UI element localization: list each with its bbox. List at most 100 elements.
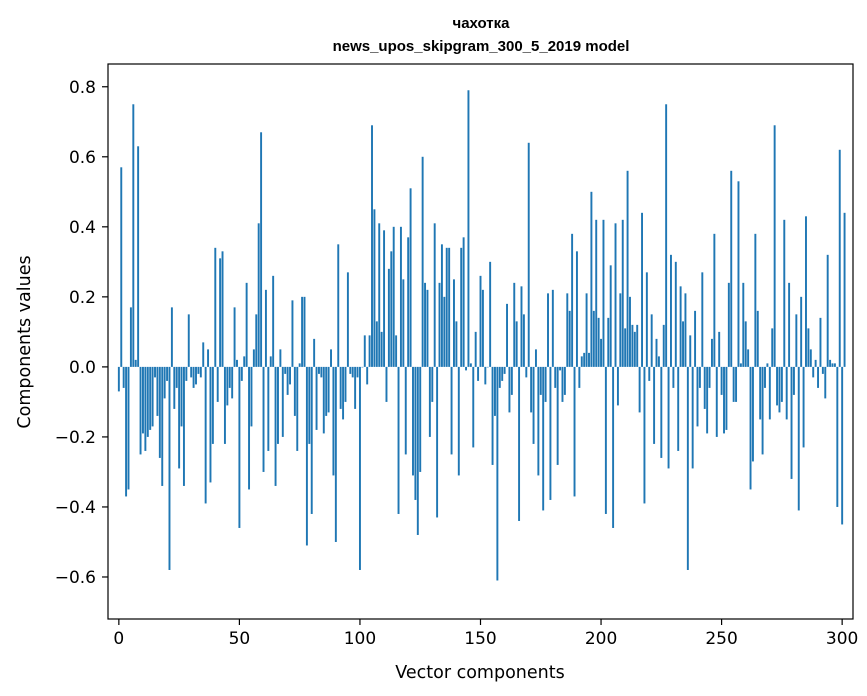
bar-257 — [737, 181, 740, 367]
bar-61 — [264, 289, 267, 367]
bar-110 — [383, 230, 386, 367]
bar-177 — [544, 366, 547, 402]
bar-152 — [484, 366, 487, 385]
bar-32 — [195, 366, 197, 385]
bar-111 — [385, 366, 388, 402]
bar-88 — [330, 349, 332, 367]
bar-138 — [450, 366, 453, 455]
bar-180 — [551, 289, 554, 367]
bar-119 — [404, 366, 407, 455]
bar-270 — [768, 366, 771, 420]
bar-103 — [366, 366, 369, 385]
bar-27 — [182, 366, 185, 486]
bar-225 — [660, 366, 663, 458]
bar-151 — [481, 289, 484, 367]
bar-235 — [684, 293, 687, 367]
bar-168 — [522, 314, 525, 367]
bar-194 — [585, 293, 588, 367]
bar-97 — [351, 366, 354, 378]
bar-75 — [298, 363, 301, 367]
bar-57 — [255, 314, 258, 367]
bar-117 — [399, 226, 402, 367]
bar-67 — [279, 349, 282, 367]
bar-7 — [134, 359, 137, 367]
bar-11 — [144, 366, 147, 451]
bar-132 — [436, 366, 439, 518]
bar-170 — [527, 142, 530, 367]
bar-292 — [821, 366, 824, 374]
bar-155 — [491, 366, 494, 465]
y-axis-ticks: −0.6 −0.4 −0.2 0.0 0.2 0.4 0.6 0.8 — [55, 78, 108, 588]
bar-261 — [747, 349, 750, 367]
bar-269 — [766, 363, 769, 367]
bar-229 — [670, 254, 672, 367]
bar-92 — [339, 366, 342, 409]
bar-289 — [814, 359, 817, 367]
bar-148 — [474, 331, 477, 367]
bar-161 — [506, 303, 508, 367]
bar-43 — [221, 251, 224, 367]
bar-98 — [354, 366, 357, 409]
bar-69 — [284, 366, 287, 374]
bar-288 — [812, 366, 815, 378]
bar-120 — [407, 237, 410, 367]
bar-268 — [764, 366, 766, 388]
bar-173 — [534, 349, 537, 367]
bar-193 — [583, 352, 586, 367]
bar-175 — [539, 366, 542, 395]
bar-162 — [508, 366, 511, 413]
x-tick-label: 150 — [464, 629, 496, 649]
x-tick-label: 250 — [705, 629, 737, 649]
y-tick-label: −0.4 — [55, 498, 96, 518]
bar-86 — [325, 366, 328, 416]
bar-104 — [368, 335, 371, 367]
bar-26 — [180, 366, 183, 427]
x-axis-ticks: 0 50 100 150 200 250 300 — [113, 619, 858, 649]
bar-256 — [735, 366, 738, 402]
bar-262 — [749, 366, 752, 490]
bar-122 — [412, 366, 414, 476]
bar-series — [117, 90, 846, 581]
bar-236 — [686, 366, 689, 570]
x-tick-label: 0 — [113, 629, 124, 649]
bar-248 — [715, 366, 718, 437]
bar-58 — [257, 223, 260, 367]
bar-242 — [701, 272, 704, 367]
bar-135 — [443, 296, 446, 367]
bar-134 — [440, 244, 443, 367]
bar-28 — [185, 366, 188, 381]
bar-36 — [204, 366, 207, 504]
bar-136 — [445, 247, 448, 367]
bar-276 — [783, 219, 786, 367]
bar-179 — [549, 366, 552, 500]
bar-158 — [498, 366, 501, 388]
bar-171 — [530, 366, 533, 413]
bar-68 — [281, 366, 284, 437]
bar-267 — [761, 366, 764, 455]
bar-204 — [609, 265, 612, 367]
bar-157 — [496, 366, 499, 581]
bar-83 — [318, 366, 320, 374]
bar-178 — [547, 293, 549, 367]
bar-107 — [375, 321, 378, 367]
bar-144 — [465, 366, 467, 371]
bar-275 — [780, 366, 783, 402]
bar-167 — [520, 286, 523, 367]
bar-187 — [568, 310, 571, 367]
bar-147 — [472, 366, 475, 448]
bar-21 — [168, 366, 171, 570]
bar-192 — [580, 356, 583, 367]
bar-221 — [650, 314, 653, 367]
bar-123 — [414, 366, 417, 500]
bar-251 — [723, 366, 725, 434]
bar-76 — [301, 296, 304, 367]
bar-209 — [621, 219, 624, 367]
bar-8 — [137, 146, 140, 367]
bar-121 — [409, 188, 412, 367]
bar-141 — [457, 366, 460, 476]
bar-198 — [595, 219, 598, 367]
bar-39 — [211, 366, 214, 444]
bar-143 — [462, 237, 465, 367]
bar-4 — [127, 366, 130, 490]
